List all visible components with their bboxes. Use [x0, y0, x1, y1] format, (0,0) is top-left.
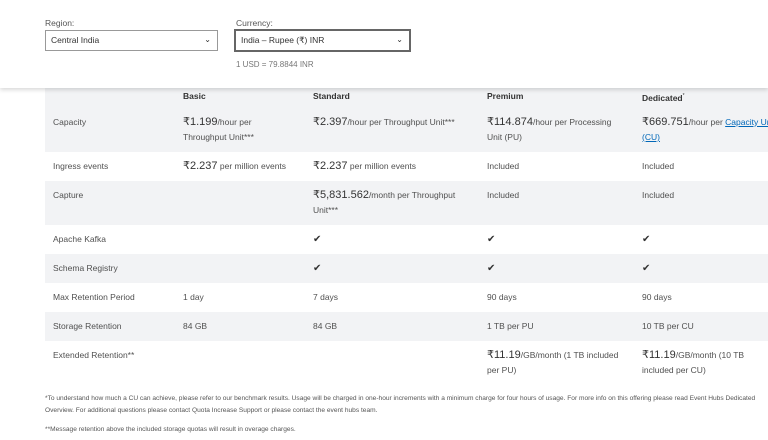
price: ₹669.751	[642, 115, 689, 128]
pricing-table: Basic Standard Premium Dedicated* Capaci…	[45, 80, 768, 385]
region-select[interactable]: Central India ⌄	[45, 30, 218, 51]
cell-basic: ₹2.237 per million events	[175, 152, 305, 181]
cell-dedicated: 10 TB per CU	[642, 320, 694, 331]
table-row: Capacity ₹1.199/hour per Throughput Unit*…	[45, 107, 768, 152]
content: Basic Standard Premium Dedicated* Capaci…	[45, 80, 768, 440]
header-basic: Basic	[183, 91, 206, 101]
price: ₹2.237	[183, 159, 218, 172]
table-row: Apache Kafka ✔ ✔ ✔	[45, 225, 768, 254]
cell-dedicated: ₹11.19/GB/month (10 TB included per CU)	[634, 341, 768, 385]
table-row: Max Retention Period 1 day 7 days 90 days 90…	[45, 283, 768, 312]
cell-basic: 84 GB	[183, 320, 208, 331]
price: ₹5,831.562	[313, 188, 369, 201]
cell-basic: ₹1.199/hour per Throughput Unit***	[175, 108, 305, 152]
cell-premium: ₹114.874/hour per Processing Unit (PU)	[479, 108, 634, 152]
cell-basic	[175, 341, 305, 385]
cell-basic	[175, 254, 305, 283]
checkmark-icon: ✔	[487, 262, 496, 274]
footnote-1: *To understand how much a CU can achieve…	[45, 394, 756, 414]
cell-premium: Included	[487, 189, 520, 200]
header-premium: Premium	[487, 91, 524, 101]
table-row: Storage Retention 84 GB 84 GB 1 TB per PU 10…	[45, 311, 768, 341]
price-unit: /hour per Throughput Unit***	[347, 116, 455, 127]
price: ₹1.199	[183, 115, 218, 128]
cell-standard	[305, 341, 479, 385]
footnote-mark: *	[682, 93, 685, 99]
cell-premium: 90 days	[487, 291, 517, 302]
cell-standard: ₹5,831.562/month per Throughput Unit***	[305, 181, 479, 225]
exchange-rate: 1 USD = 79.8844 INR	[236, 60, 314, 69]
table-row: Schema Registry ✔ ✔ ✔	[45, 253, 768, 283]
row-label: Schema Registry	[53, 262, 118, 273]
header-dedicated-label: Dedicated	[642, 92, 683, 103]
cell-dedicated: Included	[642, 160, 675, 171]
capacity-unit-link[interactable]: Capacity Unit (CU)	[642, 116, 768, 142]
table-row: Ingress events ₹2.237 per million events ₹…	[45, 152, 768, 181]
table-row: Extended Retention** ₹11.19/GB/month (1 T…	[45, 341, 768, 385]
cell-premium: 1 TB per PU	[487, 320, 534, 331]
checkmark-icon: ✔	[642, 233, 651, 245]
price-unit: /hour per	[688, 116, 726, 127]
cell-dedicated: 90 days	[642, 291, 672, 302]
cell-standard: 7 days	[313, 291, 339, 302]
row-label: Max Retention Period	[53, 291, 135, 302]
filter-panel: Region: Central India ⌄ Currency: India –…	[0, 0, 768, 88]
checkmark-icon: ✔	[487, 233, 496, 245]
cell-standard: ₹2.397/hour per Throughput Unit***	[305, 108, 479, 152]
row-label: Ingress events	[53, 160, 109, 171]
price-unit: /hour per Processing Unit (PU)	[487, 116, 612, 142]
cell-standard: 84 GB	[313, 320, 338, 331]
header-standard: Standard	[313, 91, 350, 101]
price-unit: per million events	[347, 160, 417, 171]
cell-dedicated: ✔	[634, 254, 768, 283]
currency-select[interactable]: India – Rupee (₹) INR ⌄	[234, 29, 411, 52]
cell-standard: ✔	[305, 225, 479, 254]
price-unit: /GB/month (1 TB included per PU)	[487, 349, 619, 375]
chevron-down-icon: ⌄	[204, 35, 211, 44]
row-label: Apache Kafka	[53, 233, 106, 244]
currency-label: Currency:	[236, 18, 273, 28]
region-label: Region:	[45, 18, 75, 28]
price: ₹2.237	[313, 159, 348, 172]
header-dedicated: Dedicated*	[634, 80, 768, 108]
footnote-2: **Message retention above the included s…	[45, 425, 296, 433]
row-label: Capture	[53, 189, 84, 200]
footnotes: *To understand how much a CU can achieve…	[45, 393, 765, 440]
cell-dedicated: Included	[642, 189, 675, 200]
cell-dedicated: ₹669.751/hour per Capacity Unit (CU)	[634, 108, 768, 152]
cell-premium: ✔	[479, 254, 634, 283]
price: ₹11.19	[642, 348, 676, 361]
cell-premium: ✔	[479, 225, 634, 254]
price-unit: per million events	[217, 160, 287, 171]
cell-dedicated: ✔	[634, 225, 768, 254]
row-label: Extended Retention**	[53, 349, 135, 360]
chevron-down-icon: ⌄	[396, 35, 403, 44]
currency-value: India – Rupee (₹) INR	[241, 35, 325, 45]
cell-standard: ✔	[305, 254, 479, 283]
cell-basic	[175, 225, 305, 254]
region-value: Central India	[51, 35, 100, 45]
price-unit: /GB/month (10 TB included per CU)	[642, 349, 745, 375]
checkmark-icon: ✔	[642, 262, 651, 274]
row-label: Storage Retention	[53, 320, 122, 331]
cell-premium: ₹11.19/GB/month (1 TB included per PU)	[479, 341, 634, 385]
price: ₹2.397	[313, 115, 348, 128]
table-row: Capture ₹5,831.562/month per Throughput U…	[45, 180, 768, 225]
cell-basic	[175, 181, 305, 225]
checkmark-icon: ✔	[313, 233, 322, 245]
row-label: Capacity	[53, 116, 87, 127]
price-unit: /month per Throughput Unit***	[313, 189, 456, 215]
cell-premium: Included	[487, 160, 520, 171]
price: ₹114.874	[487, 115, 533, 128]
price: ₹11.19	[487, 348, 521, 361]
price-unit: /hour per Throughput Unit***	[183, 116, 254, 142]
cell-basic: 1 day	[183, 291, 204, 302]
cell-standard: ₹2.237 per million events	[305, 152, 479, 181]
checkmark-icon: ✔	[313, 262, 322, 274]
